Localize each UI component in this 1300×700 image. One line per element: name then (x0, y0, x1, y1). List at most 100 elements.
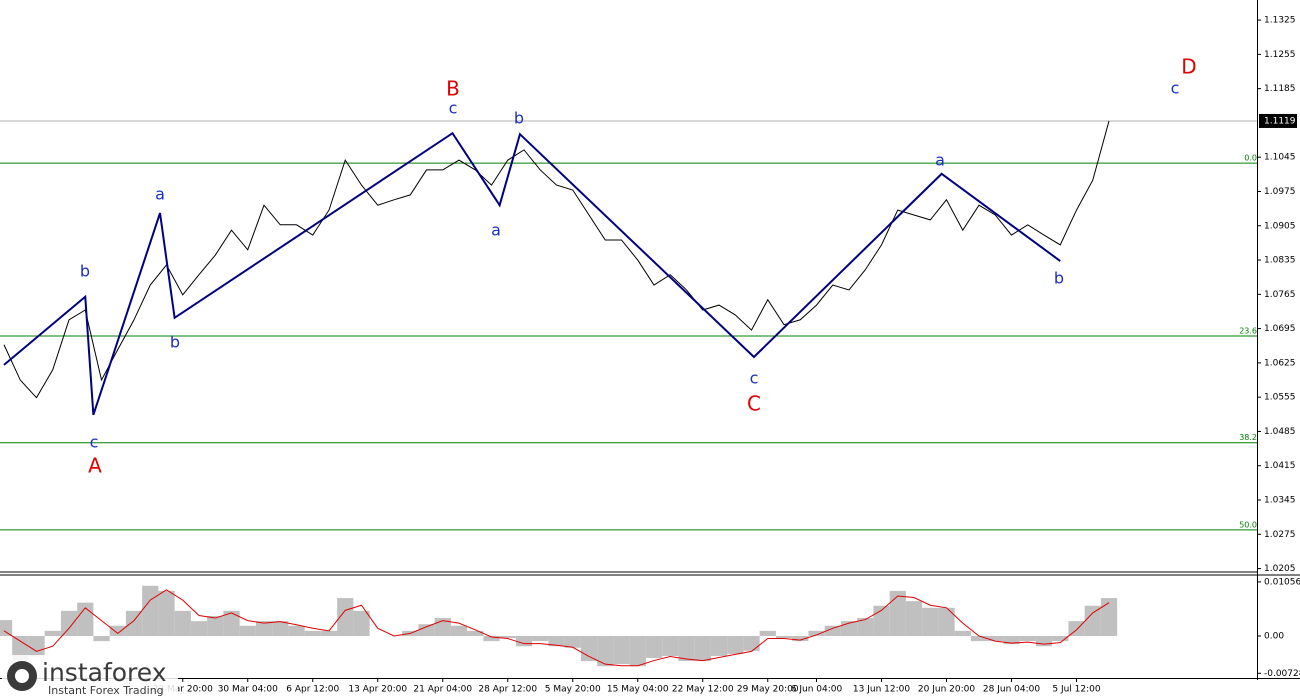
histogram-bar (580, 635, 598, 662)
price-line (3, 120, 1110, 399)
histogram-bar (775, 635, 793, 639)
x-tick-label: 30 Mar 04:00 (218, 685, 278, 695)
histogram-bar (970, 635, 988, 642)
wave-label: b (80, 262, 90, 281)
y-tick-label: 1.1185 (1264, 84, 1296, 94)
y-tick-label: 1.0695 (1264, 324, 1296, 334)
wave-label: c (449, 99, 458, 118)
histogram-bar (629, 635, 646, 667)
histogram-bar (190, 621, 208, 636)
y-tick-label: 0.00 (1264, 631, 1284, 641)
histogram-bar (158, 590, 175, 636)
fib-level-label: 50.0 (1239, 520, 1257, 529)
wave-label: c (90, 433, 99, 452)
x-tick-label: 5 May 20:00 (545, 685, 601, 695)
histogram-bar (645, 635, 663, 659)
histogram-bar (304, 630, 321, 636)
wave-label: b (1054, 269, 1064, 288)
histogram-bar (954, 630, 971, 636)
y-tick-label: 1.0485 (1264, 427, 1296, 437)
histogram-bar (857, 618, 874, 636)
y-tick-label: 1.0765 (1264, 290, 1296, 300)
histogram-bar (678, 635, 695, 662)
histogram-bar (320, 630, 338, 636)
wave-label: B (446, 77, 460, 101)
histogram-bar (288, 625, 305, 636)
histogram-bar (12, 635, 29, 661)
y-tick-label: 1.1325 (1264, 16, 1296, 26)
x-tick-label: 22 Mar 20:00 (153, 685, 213, 695)
histogram-bar (272, 621, 289, 636)
histogram-bar (28, 635, 45, 657)
y-tick-label: 1.0275 (1264, 530, 1296, 540)
x-tick-label: 21 Apr 04:00 (413, 685, 472, 695)
histogram-bar (142, 585, 159, 636)
histogram-bar (694, 635, 711, 662)
histogram-bar (223, 610, 240, 636)
histogram-bar (889, 590, 906, 636)
y-tick-label: 1.0625 (1264, 358, 1296, 368)
x-tick-label: 15 May 04:00 (607, 685, 669, 695)
histogram-bar (1052, 635, 1069, 642)
x-tick-label: 28 Apr 12:00 (478, 685, 537, 695)
watermark: instaforex Instant Forex Trading (2, 655, 178, 697)
histogram-bar (207, 615, 224, 636)
histogram-bar (255, 621, 273, 636)
histogram-bar (710, 635, 728, 656)
watermark-box (2, 655, 178, 697)
histogram-bar (532, 635, 549, 642)
histogram-bar (613, 635, 630, 665)
last-price-label: 1.1119 (1264, 116, 1296, 126)
histogram-bar (759, 630, 776, 636)
histogram-bar (515, 635, 533, 647)
x-tick-label: 6 Jun 04:00 (791, 685, 843, 695)
histogram-bar (808, 630, 825, 636)
y-tick-label: 1.0415 (1264, 461, 1296, 471)
histogram-bar (792, 635, 809, 642)
histogram-bar (824, 625, 841, 636)
histogram-bar (109, 625, 126, 636)
y-tick-label: 1.0975 (1264, 187, 1296, 197)
histogram-bar (0, 620, 13, 636)
y-tick-label: 1.0555 (1264, 393, 1296, 403)
last-price-box (1259, 113, 1297, 128)
y-tick-label: 1.0345 (1264, 496, 1296, 506)
histogram-bar (1068, 621, 1085, 636)
histogram-bar (987, 635, 1004, 642)
wave-label: a (491, 221, 501, 240)
watermark-logo (15, 669, 29, 683)
wave-label: c (1171, 79, 1180, 98)
y-tick-label: 1.1255 (1264, 50, 1296, 60)
histogram-bar (1003, 635, 1020, 645)
wave-label: c (750, 369, 759, 388)
fib-level-label: 23.6 (1239, 326, 1257, 335)
histogram-bar (239, 625, 256, 636)
x-tick-label: 20 Jun 20:00 (918, 685, 975, 695)
wave-label: a (935, 151, 945, 170)
wave-label: b (170, 333, 180, 352)
histogram-bar (1019, 635, 1036, 642)
histogram-bar (60, 610, 78, 636)
histogram-bar (1084, 605, 1101, 636)
x-tick-label: 5 Jul 12:00 (1052, 685, 1101, 695)
wave-line (3, 131, 1061, 416)
histogram-bar (1100, 598, 1118, 636)
histogram-bar (450, 625, 468, 636)
wave-label: a (155, 185, 165, 204)
signal-line (3, 589, 1110, 667)
fib-level-label: 38.2 (1239, 433, 1257, 442)
histogram-bar (938, 607, 955, 636)
x-tick-label: 28 Jun 04:00 (983, 685, 1040, 695)
x-tick-label: 6 Apr 12:00 (286, 685, 339, 695)
histogram-bar (353, 610, 370, 636)
y-tick-label: 1.0205 (1264, 564, 1296, 574)
watermark-tagline: Instant Forex Trading (48, 684, 164, 697)
x-tick-label: 13 Jun 12:00 (853, 685, 910, 695)
histogram-bar (499, 635, 516, 639)
histogram-bar (662, 635, 679, 656)
y-tick-label: -0.00728 (1264, 669, 1300, 679)
histogram-bar (873, 605, 890, 636)
histogram-bar (743, 635, 760, 651)
